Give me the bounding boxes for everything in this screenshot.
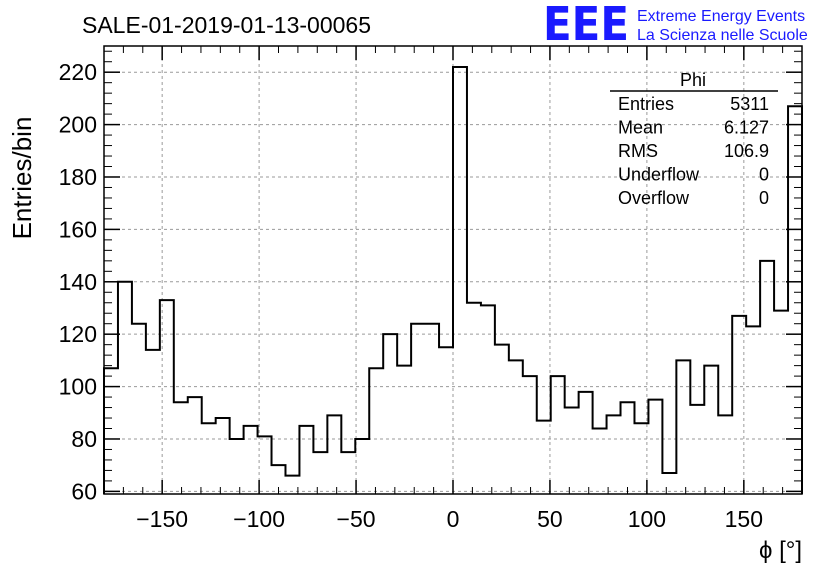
histogram-outline xyxy=(103,65,803,494)
y-tick-label: 160 xyxy=(59,216,97,242)
stats-row-label: Entries xyxy=(618,94,674,114)
stats-row-value: 5311 xyxy=(730,94,769,114)
y-tick-label: 100 xyxy=(59,374,97,400)
x-tick-label: −150 xyxy=(136,506,188,532)
stats-row-value: 6.127 xyxy=(724,118,769,138)
chart-title: SALE-01-2019-01-13-00065 xyxy=(82,12,371,38)
y-tick-label: 140 xyxy=(59,269,97,295)
y-axis-label: Entries/bin xyxy=(7,117,37,240)
stats-row-label: RMS xyxy=(618,141,658,161)
x-tick-label: 0 xyxy=(447,506,460,532)
stats-box: Phi Entries 5311 Mean 6.127 RMS 106.9 Underflo… xyxy=(610,70,778,208)
stats-row-value: 0 xyxy=(759,165,769,185)
y-tick-label: 220 xyxy=(59,59,97,85)
x-tick-label: 150 xyxy=(725,506,763,532)
y-tick-label: 60 xyxy=(71,478,97,504)
x-axis-label: ϕ [°] xyxy=(759,537,802,564)
tick-labels: −150 −100 −50 0 50 100 150 60 80 100 120 140 160 180 2… xyxy=(59,59,763,532)
x-tick-label: 100 xyxy=(628,506,666,532)
eee-logo-mark: EEE xyxy=(543,0,629,51)
stats-row-label: Underflow xyxy=(618,165,700,185)
stats-row-label: Overflow xyxy=(618,188,690,208)
x-tick-label: −50 xyxy=(337,506,376,532)
eee-logo: EEE Extreme Energy Events La Scienza nel… xyxy=(543,0,808,51)
stats-row-value: 106.9 xyxy=(724,141,769,161)
x-tick-label: −100 xyxy=(233,506,285,532)
eee-logo-line2: La Scienza nelle Scuole xyxy=(637,27,808,44)
y-tick-label: 180 xyxy=(59,164,97,190)
y-tick-label: 80 xyxy=(71,426,97,452)
axis-ticks xyxy=(104,46,802,494)
x-tick-label: 50 xyxy=(537,506,563,532)
stats-row-value: 0 xyxy=(759,188,769,208)
stats-row-label: Mean xyxy=(618,118,663,138)
y-tick-label: 120 xyxy=(59,321,97,347)
y-tick-label: 200 xyxy=(59,112,97,138)
stats-title: Phi xyxy=(680,70,706,90)
eee-logo-line1: Extreme Energy Events xyxy=(637,8,805,25)
